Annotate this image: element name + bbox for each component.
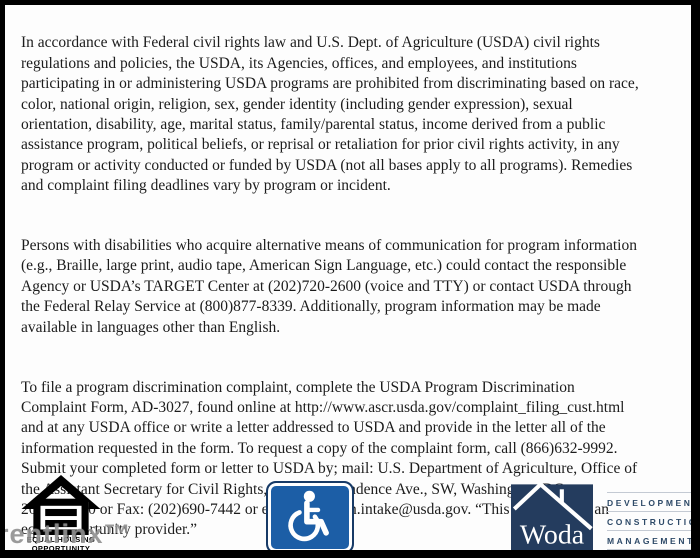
- wheelchair-icon: [288, 490, 329, 541]
- woda-service-development: DEVELOPMENT: [607, 492, 691, 511]
- woda-service-management: MANAGEMENT: [607, 530, 691, 549]
- equal-housing-logo: EQUAL HOUSING OPPORTUNITY: [15, 475, 107, 553]
- woda-wordmark: Woda: [520, 519, 584, 550]
- rentlinx-watermark: rentlinx™: [0, 519, 132, 549]
- paragraph-civil-rights: In accordance with Federal civil rights …: [21, 34, 639, 195]
- statement-text: In accordance with Federal civil rights …: [5, 5, 691, 550]
- woda-house-icon: Woda: [511, 481, 593, 550]
- equal-housing-label: EQUAL HOUSING OPPORTUNITY: [26, 535, 96, 553]
- accessibility-logo: [266, 481, 354, 550]
- equal-housing-house-icon: [21, 475, 101, 535]
- woda-service-construction: CONSTRUCTION: [607, 511, 691, 530]
- paragraph-disabilities: Persons with disabilities who acquire al…: [21, 237, 637, 336]
- woda-logo: Woda: [511, 481, 593, 550]
- woda-services: DEVELOPMENT CONSTRUCTION MANAGEMENT: [607, 492, 691, 550]
